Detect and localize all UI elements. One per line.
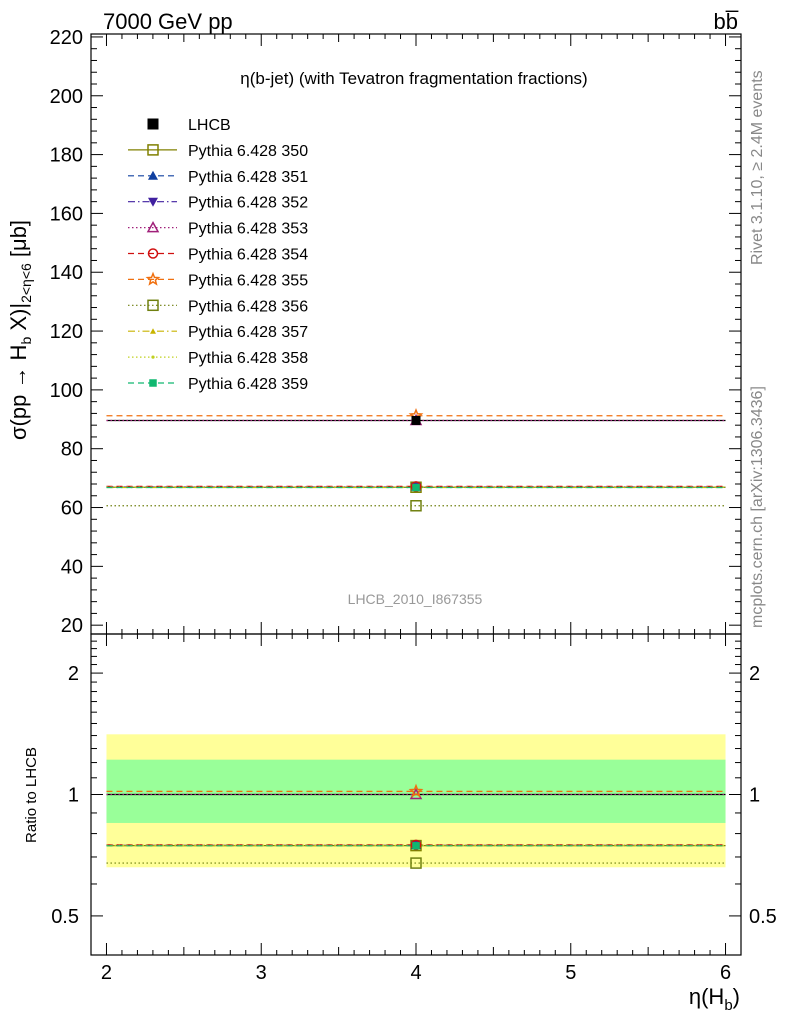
main-y-tick-label: 40 xyxy=(61,556,83,578)
main-marker-data xyxy=(411,415,421,425)
legend-label: Pythia 6.428 350 xyxy=(188,143,308,160)
legend-marker-series-3 xyxy=(148,197,158,207)
process-label: bb̅ xyxy=(714,9,739,34)
rivet-label: Rivet 3.1.10, ≥ 2.4M events xyxy=(749,70,766,265)
legend-label: LHCB xyxy=(188,117,231,134)
legend-marker-series-4 xyxy=(146,221,160,233)
main-y-tick-label: 120 xyxy=(50,321,83,343)
legend-label: Pythia 6.428 356 xyxy=(188,298,308,315)
main-y-tick-label: 160 xyxy=(50,203,83,225)
ratio-y-tick-label-left: 2 xyxy=(68,663,79,685)
main-panel: 20 40 60 80 100 120 140 160 180 200 220 η(b-jet) (w… xyxy=(6,27,742,637)
legend-entry: LHCB xyxy=(147,117,231,134)
main-y-tick-label: 140 xyxy=(50,262,83,284)
x-tick-label: 5 xyxy=(565,962,576,984)
main-y-tick-label: 180 xyxy=(50,145,83,167)
energy-label: 7000 GeV pp xyxy=(103,9,233,34)
legend-marker-series-10 xyxy=(149,379,157,387)
legend-entry: Pythia 6.428 354 xyxy=(128,247,308,264)
main-title: η(b-jet) (with Tevatron fragmentation fr… xyxy=(240,69,587,88)
ratio-y-tick-label-left: 0.5 xyxy=(51,906,79,928)
legend-marker-series-7 xyxy=(147,299,159,312)
ratio-y-axis-label: Ratio to LHCB xyxy=(23,747,40,843)
legend-label: Pythia 6.428 353 xyxy=(188,221,308,238)
legend-marker-data xyxy=(147,118,159,130)
legend-label: Pythia 6.428 358 xyxy=(188,350,308,367)
legend-label: Pythia 6.428 357 xyxy=(188,324,308,341)
analysis-watermark: LHCB_2010_I867355 xyxy=(348,591,483,607)
main-y-axis-label: σ(pp → Hb X)|2<η<6 [μb] xyxy=(6,220,34,440)
legend-marker-series-8 xyxy=(150,328,156,334)
legend-entry: Pythia 6.428 353 xyxy=(128,221,308,238)
main-marker-series-10 xyxy=(412,483,420,492)
legend-entry: Pythia 6.428 356 xyxy=(128,298,308,315)
ratio-panel: 0.5 0.5 1 1 2 2 2 3 4 5 6 Ratio to LHCB η(Hb) xyxy=(23,633,777,1014)
x-tick-label: 3 xyxy=(256,962,267,984)
legend-entry: Pythia 6.428 352 xyxy=(128,195,308,212)
legend-marker-series-2 xyxy=(148,170,158,180)
x-tick-label: 2 xyxy=(101,962,112,984)
legend-entry: Pythia 6.428 350 xyxy=(128,143,308,160)
legend-label: Pythia 6.428 355 xyxy=(188,272,308,289)
main-y-tick-label: 80 xyxy=(61,439,83,461)
mcplots-label: mcplots.cern.ch [arXiv:1306.3436] xyxy=(749,386,766,628)
legend-entry: Pythia 6.428 351 xyxy=(128,169,308,186)
legend-entry: Pythia 6.428 357 xyxy=(128,324,308,341)
main-y-tick-label: 20 xyxy=(61,615,83,637)
legend-entry: Pythia 6.428 358 xyxy=(128,350,308,367)
x-tick-label: 4 xyxy=(410,962,421,984)
ratio-y-tick-label-right: 0.5 xyxy=(749,906,777,928)
ratio-y-tick-label-right: 2 xyxy=(749,663,760,685)
legend-marker-series-6 xyxy=(145,271,161,286)
main-y-tick-label: 100 xyxy=(50,380,83,402)
legend-label: Pythia 6.428 359 xyxy=(188,376,308,393)
ratio-y-tick-label-left: 1 xyxy=(68,785,79,807)
main-marker-series-7 xyxy=(410,500,422,512)
x-tick-label: 6 xyxy=(720,962,731,984)
legend-marker-series-9 xyxy=(151,355,155,359)
legend-label: Pythia 6.428 352 xyxy=(188,195,308,212)
legend-label: Pythia 6.428 351 xyxy=(188,169,308,186)
legend-marker-series-5 xyxy=(147,248,159,259)
ratio-y-tick-label-right: 1 xyxy=(749,785,760,807)
ratio-marker-series-6 xyxy=(408,783,424,798)
x-axis-label: η(Hb) xyxy=(689,984,740,1014)
legend-entry: Pythia 6.428 355 xyxy=(128,271,308,289)
legend-label: Pythia 6.428 354 xyxy=(188,247,308,264)
legend-marker-series-1 xyxy=(147,144,159,156)
main-y-tick-label: 220 xyxy=(50,27,83,49)
main-y-tick-label: 60 xyxy=(61,498,83,520)
legend-entry: Pythia 6.428 359 xyxy=(128,376,308,393)
ratio-marker-series-10 xyxy=(412,842,420,850)
ratio-marker-series-7 xyxy=(410,857,422,869)
main-y-tick-label: 200 xyxy=(50,86,83,108)
